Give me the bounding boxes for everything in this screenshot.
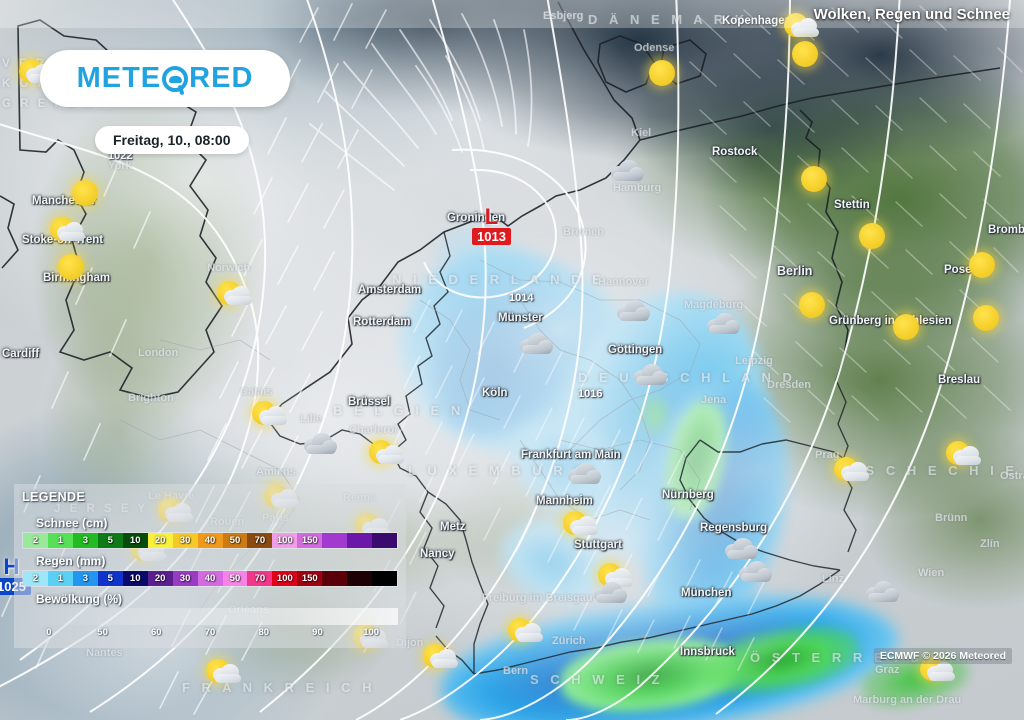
legend-stop-value: 3 (82, 535, 88, 546)
legend-title: LEGENDE (22, 490, 86, 504)
legend-stop-value: 70 (254, 573, 266, 584)
legend-color-stop: 40 (197, 571, 223, 586)
legend-stop-value: 10 (129, 535, 141, 546)
legend-color-stop: 2 (23, 571, 48, 586)
legend-color-stop: 30 (172, 533, 198, 548)
legend-stop-value: 10 (129, 573, 141, 584)
legend-cloud-ticks: 0 50 60 70 80 90 100 (22, 627, 398, 638)
legend-color-stop (372, 533, 398, 548)
top-bar (0, 0, 1024, 28)
legend-color-stop: 150 (297, 533, 323, 548)
legend-color-stop (347, 533, 373, 548)
legend-color-stop (322, 533, 348, 548)
legend-cloud-tick: 0 (46, 627, 52, 638)
logo-cloud-icon (162, 65, 189, 92)
logo-text-last: RED (189, 62, 254, 94)
legend-stop-value: 5 (107, 573, 113, 584)
logo-text-first: METE (76, 62, 162, 94)
legend-stop-value: 50 (229, 535, 241, 546)
legend-color-stop: 3 (72, 571, 98, 586)
legend-stop-value: 40 (204, 535, 216, 546)
legend-stop-value: 3 (82, 573, 88, 584)
legend-color-stop: 70 (247, 571, 273, 586)
legend-stop-value: 1 (57, 535, 64, 546)
legend-color-stop: 5 (97, 571, 123, 586)
date-time-label[interactable]: Freitag, 10., 08:00 (95, 126, 249, 154)
legend-color-stop: 70 (247, 533, 273, 548)
legend-stop-value: 20 (154, 573, 166, 584)
legend-cloud-tick: 100 (363, 627, 380, 638)
legend-color-stop: 100 (272, 533, 298, 548)
legend-stop-value: 100 (276, 535, 293, 546)
legend-snow-scale: 2 1 3 5 10 20 30 40 50 70 100 150 (22, 532, 398, 549)
legend-stop-value: 100 (276, 573, 293, 584)
legend-color-stop: 150 (297, 571, 323, 586)
legend-color-stop: 10 (122, 533, 148, 548)
legend-cloud-tick: 60 (151, 627, 162, 638)
legend-color-stop (372, 571, 398, 586)
legend-color-stop: 1 (47, 571, 73, 586)
legend-stop-value: 150 (301, 535, 318, 546)
legend-rain-label: Regen (mm) (36, 554, 106, 568)
legend-color-stop: 1 (47, 533, 73, 548)
legend-color-stop: 50 (222, 571, 248, 586)
legend-cloud-tick: 80 (258, 627, 270, 638)
legend-stop-value: 5 (107, 535, 113, 546)
logo-wordmark: METE RED (77, 64, 254, 93)
map-title: Wolken, Regen und Schnee (813, 6, 1010, 23)
legend-color-stop: 20 (147, 533, 173, 548)
legend-stop-value: 2 (32, 535, 39, 546)
legend-cloud-tick: 70 (204, 627, 216, 638)
legend-stop-value: 50 (229, 573, 241, 584)
attribution-label: ECMWF © 2026 Meteored (873, 648, 1012, 664)
legend-color-stop: 10 (122, 571, 148, 586)
legend-cloud-tick: 90 (312, 627, 323, 638)
legend-stop-value: 1 (57, 573, 64, 584)
legend-color-stop (347, 571, 373, 586)
legend-color-stop: 40 (197, 533, 223, 548)
legend-color-stop: 100 (272, 571, 298, 586)
legend-cloud-tick: 50 (97, 627, 108, 638)
legend-stop-value: 20 (154, 535, 166, 546)
legend-stop-value: 30 (179, 573, 191, 584)
legend-color-stop: 3 (72, 533, 98, 548)
legend-cloud-gradient (22, 608, 398, 625)
legend-color-stop (322, 571, 348, 586)
legend-stop-value: 150 (301, 573, 318, 584)
legend-cloud-label: Bewölkung (%) (36, 592, 122, 606)
legend-panel: LEGENDE Schnee (cm) 2 1 3 5 10 20 30 40 50 70 100 1… (14, 484, 406, 648)
legend-color-stop: 2 (23, 533, 48, 548)
meteored-logo[interactable]: METE RED (40, 50, 290, 107)
legend-color-stop: 50 (222, 533, 248, 548)
legend-stop-value: 70 (254, 535, 266, 546)
legend-snow-label: Schnee (cm) (36, 516, 108, 530)
legend-stop-value: 2 (32, 573, 39, 584)
legend-stop-value: 30 (179, 535, 191, 546)
legend-color-stop: 30 (172, 571, 198, 586)
legend-rain-scale: 2 1 3 5 10 20 30 40 50 70 100 150 (22, 570, 398, 587)
legend-stop-value: 40 (204, 573, 216, 584)
legend-color-stop: 20 (147, 571, 173, 586)
legend-color-stop: 5 (97, 533, 123, 548)
